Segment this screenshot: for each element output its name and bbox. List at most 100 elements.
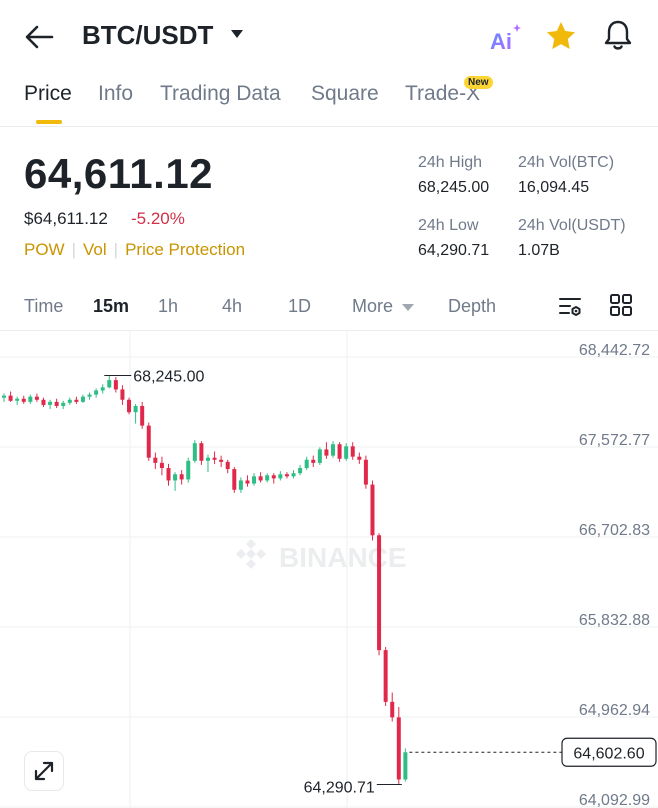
back-arrow-icon[interactable] [22, 22, 56, 52]
current-price-label: 64,602.60 [573, 745, 644, 762]
usd-price: $64,611.12 [24, 209, 108, 228]
candle-body [370, 484, 375, 536]
candle-body [192, 443, 197, 461]
y-tick-label: 68,442.72 [579, 342, 650, 359]
candle-body [344, 446, 349, 459]
candle-body [48, 401, 53, 405]
stat-24h-high-value: 68,245.00 [418, 179, 490, 196]
candle-body [357, 456, 362, 460]
tag-pow[interactable]: POW [24, 240, 65, 259]
candle-body [15, 398, 20, 401]
candle-body [403, 752, 408, 780]
candle-body [199, 443, 204, 461]
tf-15m[interactable]: 15m [93, 296, 130, 316]
candle-body [278, 474, 283, 479]
y-tick-label: 64,962.94 [579, 702, 650, 719]
stat-24h-vol-btc-value: 16,094.45 [518, 179, 590, 196]
y-tick-label: 64,092.99 [579, 792, 650, 808]
tab-price[interactable]: Price [24, 82, 72, 105]
candle-body [350, 446, 355, 457]
fullscreen-button[interactable] [24, 751, 64, 791]
price-axis: 68,442.72 67,572.77 66,702.83 65,832.88 64,9… [579, 342, 650, 808]
candle-body [284, 474, 289, 477]
candle-body [265, 475, 270, 481]
candle-body [94, 390, 99, 395]
candle-body [28, 396, 33, 402]
y-tick-label: 67,572.77 [579, 432, 650, 449]
chart-grid [0, 331, 658, 808]
candle-body [271, 475, 276, 479]
stat-24h-vol-usdt-value: 1.07B [518, 242, 560, 259]
candle-body [291, 473, 296, 477]
stat-24h-high-label: 24h High [418, 154, 483, 171]
tag-divider: | [113, 240, 119, 259]
tf-1h[interactable]: 1h [158, 296, 179, 316]
price-markers: 68,245.00 64,290.71 64,602.60 [104, 368, 657, 797]
tf-depth[interactable]: Depth [448, 296, 497, 316]
star-icon[interactable] [545, 20, 577, 52]
tag-divider: | [71, 240, 77, 259]
tab-info[interactable]: Info [98, 82, 134, 105]
tf-1d[interactable]: 1D [288, 296, 312, 316]
candles [2, 375, 408, 785]
tab-trading-data[interactable]: Trading Data [160, 82, 281, 105]
more-caret-icon[interactable] [401, 303, 415, 312]
candle-body [317, 449, 322, 463]
high-marker-label: 68,245.00 [133, 368, 204, 385]
trading-pair-title[interactable]: BTC/USDT [82, 20, 214, 50]
candle-body [120, 389, 125, 400]
candle-body [159, 462, 164, 469]
candle-body [87, 394, 92, 397]
candle-body [232, 469, 237, 490]
candle-body [311, 459, 316, 463]
ai-icon[interactable]: Ai [489, 22, 523, 52]
timeframe-bar: Time 15m 1h 4h 1D More Depth [0, 286, 658, 331]
candle-body [298, 468, 303, 474]
candle-body [383, 650, 388, 702]
binance-watermark: BINANCE [236, 539, 407, 573]
candlestick-chart[interactable]: BINANCE 68,245.00 64,290.71 64,602.60 68,4… [0, 331, 658, 808]
candle-body [258, 476, 263, 481]
candle-body [390, 701, 395, 718]
tab-trade-x[interactable]: Trade-X [405, 82, 481, 105]
candle-body [219, 459, 224, 462]
candle-body [153, 457, 158, 463]
indicator-settings-icon[interactable] [558, 294, 584, 320]
tag-row: POW | Vol | Price Protection [24, 240, 245, 260]
candle-body [2, 395, 6, 398]
tab-square[interactable]: Square [311, 82, 379, 105]
new-badge: New [464, 76, 493, 89]
tag-price-protection[interactable]: Price Protection [125, 240, 246, 259]
candle-body [238, 480, 243, 490]
candle-body [225, 461, 230, 470]
candle-body [245, 480, 250, 484]
tf-4h[interactable]: 4h [222, 296, 243, 316]
candle-body [34, 396, 39, 400]
candle-body [67, 399, 72, 403]
candle-body [377, 535, 382, 651]
candle-body [133, 405, 138, 413]
candle-body [107, 380, 112, 388]
candle-body [186, 460, 191, 480]
ai-label: Ai [490, 29, 512, 52]
caret-down-icon[interactable] [229, 28, 245, 40]
candle-body [324, 449, 329, 456]
current-price-box [561, 737, 657, 767]
candle-body [54, 401, 59, 406]
active-tab-indicator [36, 120, 62, 124]
tf-more[interactable]: More [352, 296, 394, 316]
y-tick-label: 65,832.88 [579, 612, 650, 629]
tf-time[interactable]: Time [24, 296, 64, 316]
stat-24h-vol-usdt-label: 24h Vol(USDT) [518, 217, 626, 234]
stat-24h-vol-btc-label: 24h Vol(BTC) [518, 154, 615, 171]
section-tabs: Price Info Trading Data Square Trade-X N… [0, 76, 658, 127]
candle-body [179, 474, 184, 480]
tag-vol[interactable]: Vol [83, 240, 107, 259]
candle-body [205, 457, 210, 461]
bell-icon[interactable] [602, 18, 634, 52]
candle-body [173, 474, 178, 481]
candle-body [21, 398, 26, 402]
layout-grid-icon[interactable] [609, 293, 633, 317]
expand-icon [34, 761, 54, 781]
candle-body [100, 387, 105, 391]
